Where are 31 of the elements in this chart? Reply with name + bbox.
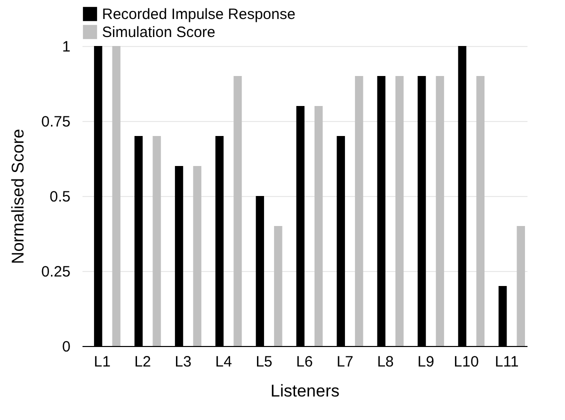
y-tick-label: 0.5 <box>50 188 70 206</box>
y-tick-label: 0.25 <box>41 264 70 280</box>
y-tick-label: 0 <box>62 338 70 356</box>
bar <box>193 166 202 346</box>
bar <box>516 226 525 346</box>
y-axis-title: Normalised Score <box>8 128 28 264</box>
x-tick-label: L1 <box>94 354 111 370</box>
y-tick-label: 0.75 <box>41 114 70 130</box>
x-tick-label: L10 <box>454 354 479 370</box>
bar <box>436 76 444 346</box>
x-tick-label: L7 <box>336 354 354 370</box>
x-tick-label: L8 <box>377 354 394 370</box>
bar <box>152 136 161 346</box>
bar <box>354 76 364 346</box>
y-tick-label: 1 <box>62 38 70 56</box>
x-tick-label: L3 <box>174 354 192 370</box>
x-tick-label: L2 <box>134 354 152 370</box>
x-tick-label: L9 <box>418 354 434 370</box>
bar <box>476 76 485 346</box>
x-tick-label: L5 <box>256 354 272 370</box>
x-tick-label: L11 <box>494 354 519 370</box>
x-axis-title: Listeners <box>270 382 340 400</box>
legend-label: Recorded Impulse Response <box>102 6 296 23</box>
bar <box>395 76 404 346</box>
bar <box>112 46 120 346</box>
bar <box>274 226 282 346</box>
x-tick-label: L4 <box>215 354 232 370</box>
x-tick-label: L6 <box>296 354 313 370</box>
bar <box>314 106 323 346</box>
bar <box>234 76 242 346</box>
legend-label: Simulation Score <box>102 24 216 41</box>
